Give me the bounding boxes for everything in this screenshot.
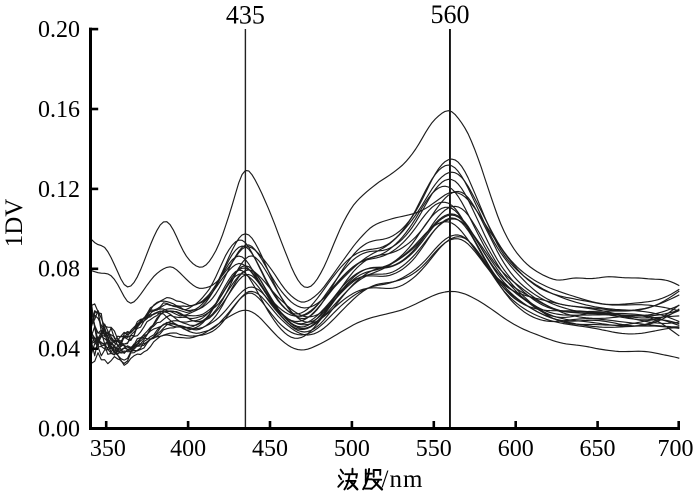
svg-text:650: 650 — [580, 436, 616, 462]
svg-text:350: 350 — [90, 436, 126, 462]
svg-text:/nm: /nm — [382, 466, 424, 493]
svg-text:0.00: 0.00 — [38, 417, 80, 443]
svg-text:435: 435 — [226, 1, 265, 30]
svg-text:0.08: 0.08 — [38, 257, 80, 283]
svg-text:0.20: 0.20 — [38, 17, 80, 43]
svg-text:560: 560 — [431, 0, 470, 29]
svg-text:0.04: 0.04 — [38, 337, 80, 363]
svg-text:500: 500 — [334, 436, 370, 462]
svg-text:0.12: 0.12 — [38, 177, 80, 203]
svg-text:1DV: 1DV — [1, 199, 28, 248]
svg-text:400: 400 — [170, 436, 206, 462]
svg-text:450: 450 — [252, 436, 288, 462]
svg-text:0.16: 0.16 — [38, 97, 80, 123]
svg-text:550: 550 — [416, 436, 452, 462]
svg-text:600: 600 — [498, 436, 534, 462]
svg-text:700: 700 — [658, 436, 694, 462]
